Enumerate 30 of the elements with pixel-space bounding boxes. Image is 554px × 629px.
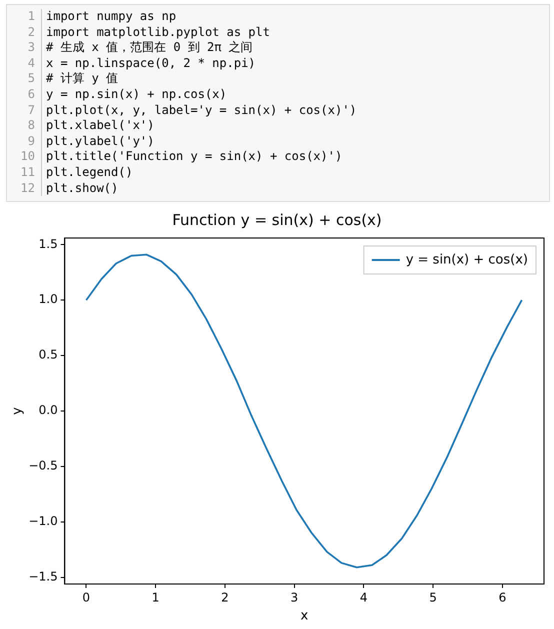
legend-label: y = sin(x) + cos(x) [406, 252, 528, 268]
y-tick-label: 0.0 [38, 403, 58, 418]
x-tick-label: 5 [429, 590, 437, 604]
x-tick-label: 2 [221, 590, 229, 604]
x-tick-label: 1 [152, 590, 160, 604]
x-tick-label: 4 [360, 590, 368, 604]
text: 7 plt.plot(x, y, label='y = sin(x) + cos(x)') [26, 102, 357, 118]
text: 3 # 生成 x 值，范围在 0 到 2π 之间 [26, 40, 253, 56]
chart-title: Function y = sin(x) + cos(x) [172, 210, 382, 229]
y-tick-label: −0.5 [28, 458, 58, 473]
x-tick-label: 3 [290, 590, 298, 604]
text: 8 plt.xlabel('x') [26, 118, 154, 134]
text: 5 # 计算 y 值 [26, 71, 118, 87]
text: 4 x = np.linspace(0, 2 * np.pi) [26, 56, 256, 72]
x-axis-title: x [300, 608, 309, 624]
y-tick-label: −1.5 [28, 569, 58, 584]
text: 10 plt.title('Function y = sin(x) + cos(x)') [20, 149, 342, 165]
text: 2 import matplotlib.pyplot as plt [26, 24, 270, 40]
text: 11 plt.legend() [20, 164, 133, 181]
text: 1 import numpy as np [26, 9, 176, 25]
y-tick-label: −1.0 [28, 514, 58, 528]
y-axis-title: y [10, 406, 26, 415]
y-tick-label: 1.0 [38, 292, 58, 306]
y-tick-label: 0.5 [38, 348, 58, 362]
text: 12 plt.show() [20, 180, 118, 196]
y-tick-label: 1.5 [38, 236, 58, 251]
text: 6 y = np.sin(x) + np.cos(x) [26, 86, 227, 103]
text: 9 plt.ylabel('y') [26, 134, 154, 150]
x-tick-label: 0 [82, 590, 90, 604]
x-tick-label: 6 [498, 590, 506, 604]
